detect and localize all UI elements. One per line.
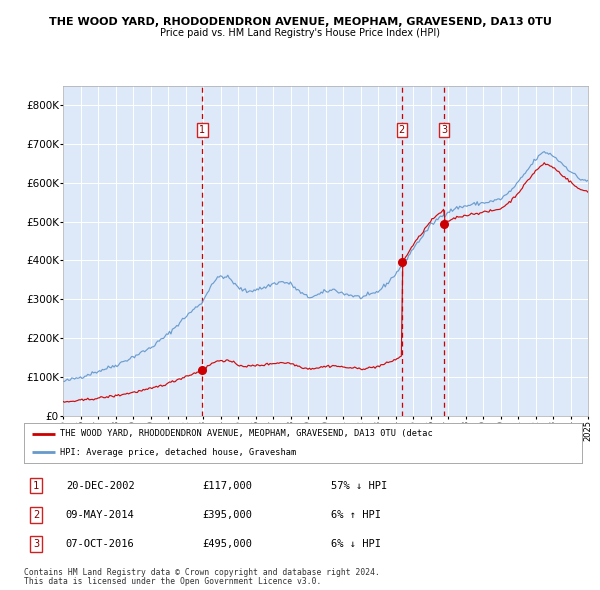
Text: HPI: Average price, detached house, Gravesham: HPI: Average price, detached house, Grav… bbox=[60, 448, 296, 457]
Text: 3: 3 bbox=[33, 539, 40, 549]
Text: THE WOOD YARD, RHODODENDRON AVENUE, MEOPHAM, GRAVESEND, DA13 0TU (detac: THE WOOD YARD, RHODODENDRON AVENUE, MEOP… bbox=[60, 430, 433, 438]
Text: 20-DEC-2002: 20-DEC-2002 bbox=[66, 480, 134, 490]
Text: THE WOOD YARD, RHODODENDRON AVENUE, MEOPHAM, GRAVESEND, DA13 0TU: THE WOOD YARD, RHODODENDRON AVENUE, MEOP… bbox=[49, 17, 551, 27]
Text: £395,000: £395,000 bbox=[203, 510, 253, 520]
Text: 3: 3 bbox=[441, 125, 447, 135]
Text: £117,000: £117,000 bbox=[203, 480, 253, 490]
Text: 57% ↓ HPI: 57% ↓ HPI bbox=[331, 480, 387, 490]
Text: Price paid vs. HM Land Registry's House Price Index (HPI): Price paid vs. HM Land Registry's House … bbox=[160, 28, 440, 38]
Text: 1: 1 bbox=[199, 125, 206, 135]
Text: £495,000: £495,000 bbox=[203, 539, 253, 549]
Text: 09-MAY-2014: 09-MAY-2014 bbox=[66, 510, 134, 520]
Text: Contains HM Land Registry data © Crown copyright and database right 2024.: Contains HM Land Registry data © Crown c… bbox=[24, 568, 380, 576]
Text: 07-OCT-2016: 07-OCT-2016 bbox=[66, 539, 134, 549]
Text: 6% ↑ HPI: 6% ↑ HPI bbox=[331, 510, 381, 520]
Text: 1: 1 bbox=[33, 480, 40, 490]
Text: 2: 2 bbox=[398, 125, 405, 135]
Text: 2: 2 bbox=[33, 510, 40, 520]
Text: 6% ↓ HPI: 6% ↓ HPI bbox=[331, 539, 381, 549]
Text: This data is licensed under the Open Government Licence v3.0.: This data is licensed under the Open Gov… bbox=[24, 577, 322, 586]
